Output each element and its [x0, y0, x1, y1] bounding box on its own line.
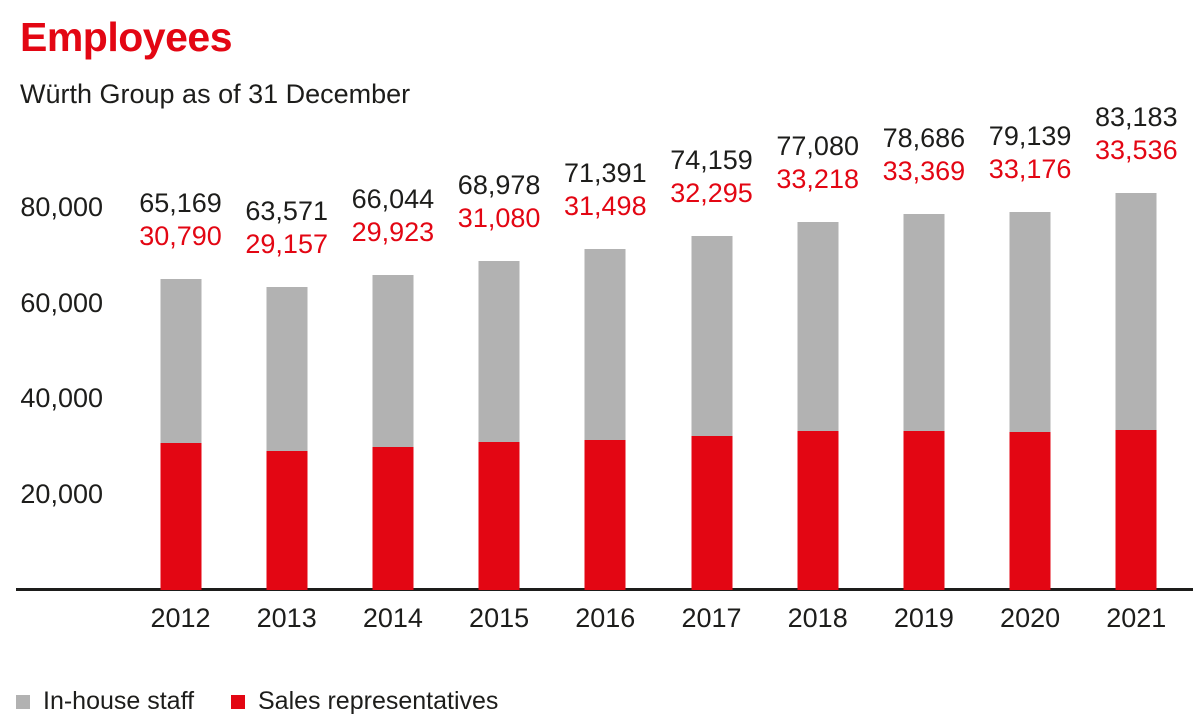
- chart-title: Employees: [20, 14, 233, 60]
- sales-representatives-segment-2015: [478, 442, 520, 590]
- bar-group-2021: 83,183 33,536 2021: [1083, 0, 1189, 723]
- bar-value-labels-2017: 74,159 32,295: [627, 144, 797, 210]
- y-axis-tick-label-60000: 60,000: [20, 287, 103, 318]
- in-house-staff-segment-2012: [160, 279, 201, 443]
- bar-value-labels-2021: 83,183 33,536: [1051, 101, 1200, 167]
- x-axis-label-2018: 2018: [787, 603, 848, 633]
- sales-representatives-segment-2017: [691, 436, 732, 590]
- sales-representatives-label-2014: 29,923: [351, 217, 435, 247]
- in-house-staff-segment-2017: [691, 236, 732, 436]
- bar-group-2015: 68,978 31,080 2015: [446, 0, 552, 723]
- bar-value-labels-2020: 79,139 33,176: [945, 120, 1115, 186]
- y-axis-tick-label-40000: 40,000: [20, 383, 103, 414]
- total-employees-label-2012: 65,169: [139, 188, 222, 218]
- sales-representatives-segment-2012: [160, 443, 201, 590]
- sales-representatives-segment-2016: [584, 440, 626, 590]
- bar-value-labels-2014: 66,044 29,923: [308, 183, 478, 249]
- total-employees-label-2017: 74,159: [670, 145, 753, 175]
- total-employees-label-2020: 79,139: [988, 121, 1072, 151]
- sales-representatives-label-2013: 29,157: [245, 229, 328, 259]
- bar-group-2012: 65,169 30,790 2012: [128, 0, 234, 723]
- in-house-staff-segment-2015: [478, 261, 520, 442]
- bar-group-2018: 77,080 33,218 2018: [765, 0, 871, 723]
- sales-representatives-segment-2019: [903, 431, 945, 590]
- chart-subtitle: Würth Group as of 31 December: [20, 79, 411, 109]
- y-axis-tick-label-80000: 80,000: [20, 192, 103, 223]
- legend-swatch-in-house-icon: [16, 694, 30, 709]
- stacked-bar-2012: [160, 279, 201, 590]
- total-employees-label-2014: 66,044: [351, 184, 435, 214]
- bar-group-2020: 79,139 33,176 2020: [977, 0, 1083, 723]
- bar-value-labels-2019: 78,686 33,369: [839, 122, 1009, 188]
- sales-representatives-segment-2018: [797, 431, 839, 590]
- bar-value-labels-2016: 71,391 31,498: [520, 157, 690, 223]
- stacked-bar-2021: [1115, 193, 1157, 590]
- total-employees-label-2019: 78,686: [882, 123, 966, 153]
- bar-value-labels-2015: 68,978 31,080: [414, 169, 584, 235]
- sales-representatives-segment-2013: [266, 451, 308, 590]
- stacked-bar-2020: [1009, 212, 1051, 590]
- legend-swatch-sales-icon: [231, 694, 245, 709]
- total-employees-label-2013: 63,571: [245, 196, 328, 226]
- sales-representatives-segment-2020: [1009, 432, 1051, 590]
- stacked-bar-2015: [478, 261, 520, 590]
- sales-representatives-segment-2021: [1115, 430, 1157, 590]
- x-axis-label-2016: 2016: [575, 603, 636, 633]
- legend-label-in-house: In-house staff: [43, 687, 195, 715]
- x-axis-label-2012: 2012: [150, 603, 211, 633]
- bar-value-labels-2018: 77,080 33,218: [733, 130, 903, 196]
- total-employees-label-2018: 77,080: [776, 131, 859, 161]
- bar-group-2013: 63,571 29,157 2013: [234, 0, 340, 723]
- stacked-bar-2016: [584, 249, 626, 590]
- legend-item-in-house-staff: In-house staff: [16, 687, 194, 716]
- sales-representatives-label-2019: 33,369: [882, 156, 966, 186]
- x-axis-label-2017: 2017: [681, 603, 742, 633]
- bar-value-labels-2012: 65,169 30,790: [96, 187, 266, 253]
- x-axis-label-2015: 2015: [469, 603, 530, 633]
- total-employees-label-2016: 71,391: [564, 158, 647, 188]
- y-axis-tick-label-20000: 20,000: [20, 478, 103, 509]
- in-house-staff-segment-2020: [1009, 212, 1051, 432]
- legend-label-sales: Sales representatives: [258, 687, 499, 715]
- stacked-bar-2018: [797, 222, 839, 590]
- legend-item-sales-representatives: Sales representatives: [231, 687, 498, 716]
- in-house-staff-segment-2018: [797, 222, 839, 431]
- sales-representatives-label-2018: 33,218: [776, 164, 859, 194]
- in-house-staff-segment-2016: [584, 249, 626, 440]
- x-axis-label-2020: 2020: [1000, 603, 1061, 633]
- sales-representatives-label-2020: 33,176: [988, 154, 1072, 184]
- sales-representatives-label-2021: 33,536: [1095, 135, 1178, 165]
- sales-representatives-label-2017: 32,295: [670, 178, 753, 208]
- stacked-bar-2014: [372, 275, 414, 590]
- total-employees-label-2015: 68,978: [457, 170, 541, 200]
- in-house-staff-segment-2019: [903, 214, 945, 431]
- bar-group-2016: 71,391 31,498 2016: [552, 0, 658, 723]
- bar-group-2017: 74,159 32,295 2017: [659, 0, 765, 723]
- stacked-bar-2017: [691, 236, 732, 590]
- bar-value-labels-2013: 63,571 29,157: [202, 195, 372, 261]
- stacked-bar-2013: [266, 287, 308, 590]
- in-house-staff-segment-2013: [266, 287, 308, 451]
- in-house-staff-segment-2014: [372, 275, 414, 447]
- x-axis-label-2021: 2021: [1106, 603, 1167, 633]
- bar-group-2014: 66,044 29,923 2014: [340, 0, 446, 723]
- in-house-staff-segment-2021: [1115, 193, 1157, 430]
- sales-representatives-label-2015: 31,080: [457, 203, 541, 233]
- stacked-bar-2019: [903, 214, 945, 590]
- sales-representatives-label-2012: 30,790: [139, 221, 222, 251]
- bar-group-2019: 78,686 33,369 2019: [871, 0, 977, 723]
- sales-representatives-segment-2014: [372, 447, 414, 590]
- x-axis-label-2013: 2013: [256, 603, 317, 633]
- x-axis-label-2014: 2014: [362, 603, 423, 633]
- sales-representatives-label-2016: 31,498: [564, 191, 647, 221]
- x-axis-label-2019: 2019: [893, 603, 954, 633]
- total-employees-label-2021: 83,183: [1095, 102, 1178, 132]
